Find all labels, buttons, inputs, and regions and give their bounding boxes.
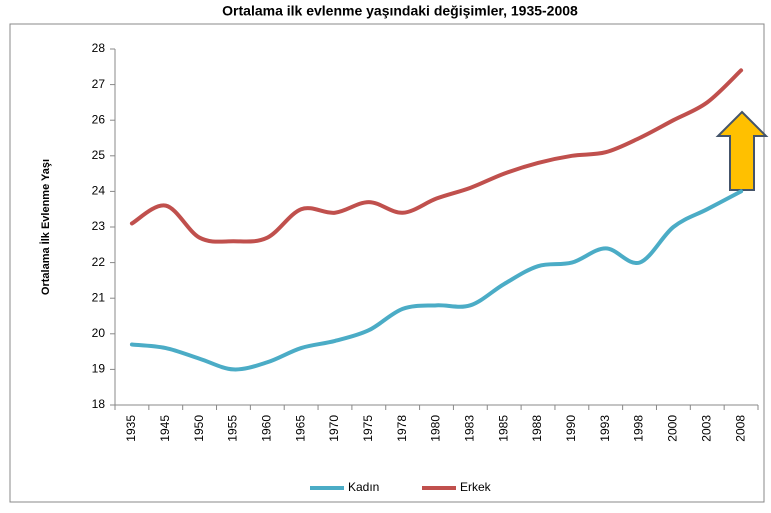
y-tick-label: 26 (92, 112, 106, 126)
x-tick-label: 2000 (666, 415, 680, 442)
x-tick-label: 1950 (192, 415, 206, 442)
x-tick-label: 1985 (496, 415, 510, 442)
x-tick-label: 1965 (293, 415, 307, 442)
x-tick-label: 1970 (327, 415, 341, 442)
y-tick-label: 28 (92, 41, 106, 55)
x-tick-label: 2008 (733, 415, 747, 442)
y-tick-label: 18 (92, 397, 106, 411)
x-tick-label: 1983 (463, 415, 477, 442)
x-tick-label: 1960 (259, 415, 273, 442)
y-tick-label: 21 (92, 290, 106, 304)
y-tick-label: 24 (92, 184, 106, 198)
legend-label: Erkek (460, 480, 492, 494)
y-tick-label: 25 (92, 148, 106, 162)
y-tick-label: 22 (92, 255, 106, 269)
x-tick-label: 1980 (429, 415, 443, 442)
x-tick-label: 1978 (395, 415, 409, 442)
x-tick-label: 1935 (124, 415, 138, 442)
y-axis-title: Ortalama İlk Evlenme Yaşı (39, 159, 52, 295)
series-line (129, 68, 744, 244)
x-tick-label: 1988 (530, 415, 544, 442)
legend-label: Kadın (348, 480, 379, 494)
x-tick-label: 1945 (158, 415, 172, 442)
y-tick-label: 23 (92, 219, 106, 233)
series-line (129, 189, 744, 372)
x-tick-label: 1990 (564, 415, 578, 442)
y-tick-label: 27 (92, 77, 106, 91)
x-tick-label: 2003 (699, 415, 713, 442)
y-tick-label: 20 (92, 326, 106, 340)
x-tick-label: 1993 (598, 415, 612, 442)
x-tick-label: 1998 (632, 415, 646, 442)
x-tick-label: 1955 (226, 415, 240, 442)
x-tick-label: 1975 (361, 415, 375, 442)
chart-frame (9, 23, 765, 503)
y-tick-label: 19 (92, 362, 106, 376)
chart-title: Ortalama ilk evlenme yaşındaki değişimle… (222, 3, 578, 19)
